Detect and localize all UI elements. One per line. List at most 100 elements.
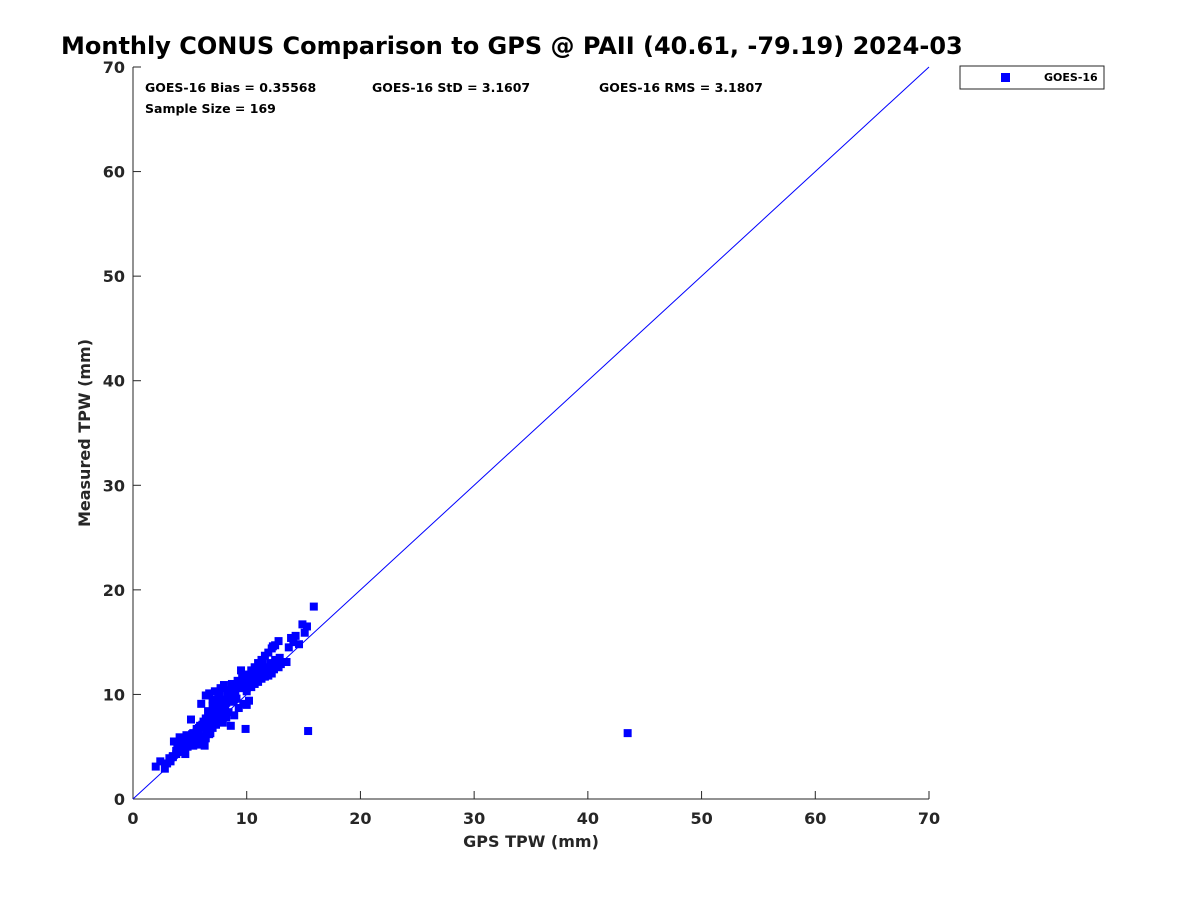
data-point [166,757,175,766]
data-point [196,721,205,730]
y-tick-label: 70 [103,58,125,77]
data-point [266,659,275,668]
data-point [298,620,307,629]
legend-box [959,65,1105,90]
data-point [201,734,210,743]
x-tick-label: 20 [349,809,371,828]
data-point [623,729,632,738]
stat-bias: GOES-16 Bias = 0.35568 [145,80,316,95]
x-tick-label: 60 [804,809,826,828]
data-point [237,666,246,675]
x-tick-label: 10 [236,809,258,828]
data-point [160,764,169,773]
data-point [289,638,298,647]
data-point [230,711,239,720]
y-tick-label: 50 [103,267,125,286]
chart-title: Monthly CONUS Comparison to GPS @ PAII (… [61,32,963,60]
x-tick-label: 30 [463,809,485,828]
data-point [205,689,214,698]
data-point [209,707,218,716]
data-point [274,637,283,646]
data-point [186,715,195,724]
data-point [151,762,160,771]
data-point [275,653,284,662]
y-tick-label: 60 [103,163,125,182]
data-point [309,602,318,611]
y-ticks: 0 10 20 30 40 50 60 70 [103,58,141,809]
data-points [151,602,632,773]
data-point [257,655,266,664]
data-point [175,733,184,742]
data-point [223,692,232,701]
data-point [241,724,250,733]
data-point [264,648,273,657]
data-point [284,643,293,652]
axes [132,67,929,800]
data-point [191,734,200,743]
data-point [237,677,246,686]
data-point [302,622,311,631]
stat-sample-size: Sample Size = 169 [145,101,276,116]
legend: GOES-16 [959,65,1105,90]
data-point [265,665,274,674]
data-point [243,678,252,687]
data-point [234,704,243,713]
data-point [287,633,296,642]
data-point [218,705,227,714]
data-point [215,689,224,698]
legend-marker-square-icon [1001,73,1010,82]
x-tick-label: 70 [918,809,940,828]
data-point [276,660,285,669]
data-point [295,640,304,649]
data-point [156,757,165,766]
data-point [205,730,214,739]
data-point [250,663,259,672]
data-point [230,685,239,694]
data-point [208,701,217,710]
data-point [219,681,228,690]
data-point [189,729,198,738]
stat-rms: GOES-16 RMS = 3.1807 [599,80,763,95]
y-tick-label: 40 [103,372,125,391]
data-point [251,673,260,682]
data-point [200,741,209,750]
stats-box: GOES-16 Bias = 0.35568 GOES-16 StD = 3.1… [145,80,763,116]
y-tick-label: 20 [103,581,125,600]
x-tick-label: 50 [690,809,712,828]
x-ticks: 0 10 20 30 40 50 60 70 [127,791,940,828]
data-point [202,714,211,723]
data-point [208,723,217,732]
y-tick-label: 10 [103,685,125,704]
data-point [215,711,224,720]
data-point [212,695,221,704]
data-point [244,696,253,705]
y-tick-label: 30 [103,476,125,495]
data-point [183,742,192,751]
legend-label: GOES-16 [1044,71,1098,84]
data-point [169,737,178,746]
data-point [267,669,276,678]
data-point [212,717,221,726]
data-point [227,679,236,688]
data-point [243,670,252,679]
data-point [282,658,291,667]
x-tick-label: 0 [127,809,138,828]
data-point [168,753,177,762]
data-point [218,718,227,727]
data-point [197,699,206,708]
data-point [242,700,251,709]
data-point [222,713,231,722]
data-point [242,687,251,696]
data-point [189,741,198,750]
data-point [224,708,233,717]
data-point [197,737,206,746]
data-point [176,747,185,756]
data-point [210,687,219,696]
data-point [226,721,235,730]
data-point [232,694,241,703]
data-point [304,727,313,736]
x-axis-label: GPS TPW (mm) [463,832,599,851]
data-point [271,641,280,650]
y-tick-label: 0 [114,790,125,809]
x-tick-label: 40 [577,809,599,828]
